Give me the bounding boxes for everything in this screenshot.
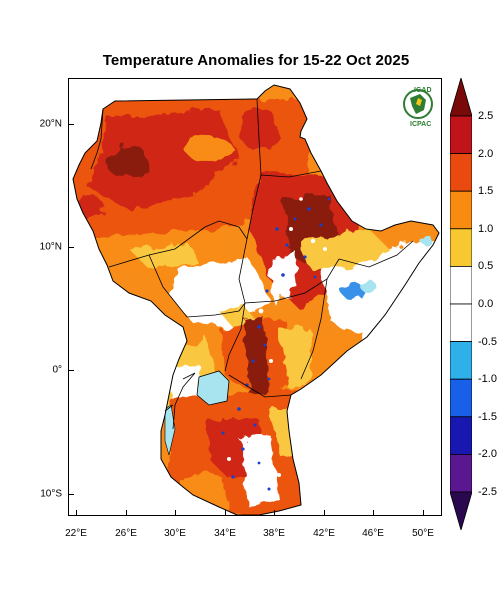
colorbar-segment [450,115,472,154]
colorbar-segment [450,228,472,267]
colorbar-label: -2.0 [478,448,497,461]
colorbar-label: 1.5 [478,185,494,198]
lon-label: 34°E [214,528,236,539]
lon-tick [76,510,77,516]
colorbar-segment [450,153,472,192]
lake-victoria [196,370,230,406]
cold-speckles [221,181,343,491]
lat-tick [68,124,74,125]
colorbar-label: 1.0 [478,222,494,235]
lon-tick [175,510,176,516]
lat-label: 20°N [39,118,62,130]
lat-tick [68,494,74,495]
lat-label: 10°S [40,488,62,500]
lon-label: 22°E [65,528,87,539]
map-title: Temperature Anomalies for 15-22 Oct 2025 [102,52,410,69]
colorbar-label: -2.5 [478,486,497,498]
lon-tick [423,510,424,516]
map-panel [68,78,442,516]
lake-tanganyika [164,404,176,456]
lon-tick [274,510,275,516]
colorbar-cap-top [450,78,472,117]
colorbar-segment [450,378,472,418]
colorbar [450,78,472,530]
colorbar-cap-bottom [450,491,472,530]
colorbar-label: 0.5 [478,260,494,273]
colorbar-label: -1.0 [478,373,497,386]
logo-igad-text: IGAD [414,87,432,94]
anomaly-field [73,85,439,515]
colorbar-segment [450,303,472,342]
icpac-logo [396,84,440,132]
colorbar-label: 2.0 [478,147,494,160]
neutral-speckles [227,197,327,477]
lon-label: 50°E [412,528,434,539]
logo-icpac-text: ICPAC [410,121,432,128]
lon-label: 46°E [362,528,384,539]
colorbar-segment [450,265,472,305]
lon-tick [225,510,226,516]
colorbar-segment [450,341,472,380]
lat-tick [68,370,74,371]
country-borders [90,98,414,430]
temperature-map [72,84,440,515]
colorbar-segment [450,453,472,493]
colorbar-segment [450,416,472,455]
lon-label: 42°E [313,528,335,539]
lat-tick [68,247,74,248]
lat-label: 0° [52,364,62,376]
colorbar-label: -1.5 [478,410,497,423]
colorbar-segment [450,190,472,230]
lon-tick [126,510,127,516]
colorbar-label: 2.5 [478,110,494,122]
colorbar-label: -0.5 [478,335,497,348]
lon-label: 38°E [263,528,285,539]
lat-label: 10°N [39,241,62,253]
colorbar-label: 0.0 [478,298,494,310]
lon-tick [373,510,374,516]
lon-tick [324,510,325,516]
lon-label: 26°E [115,528,137,539]
lon-label: 30°E [164,528,186,539]
